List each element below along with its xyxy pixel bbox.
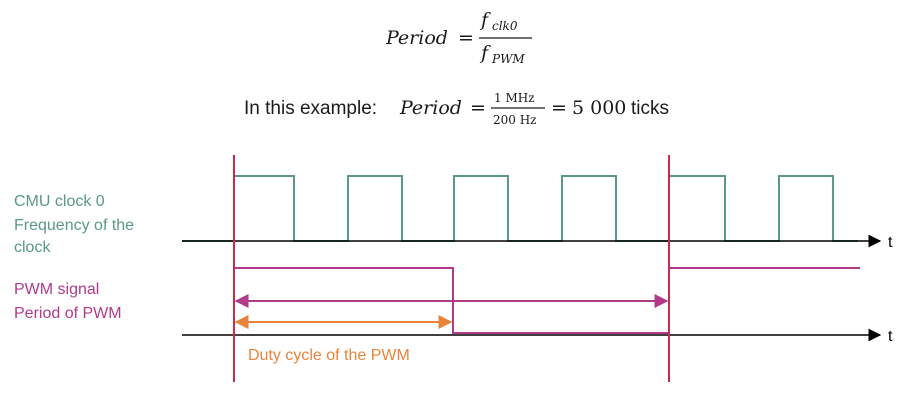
clock-waveform: [182, 175, 858, 242]
formula-example-result-unit: ticks: [631, 98, 669, 119]
label-cmu-clock: CMU clock 0: [14, 193, 105, 210]
formula-example-result: 5 000: [572, 97, 626, 119]
label-pwm-signal: PWM signal: [14, 281, 99, 298]
formula-general-numerator: f: [479, 9, 491, 31]
pwm-waveform: [234, 267, 860, 334]
formula-example-equals2: =: [551, 97, 567, 119]
label-clock: clock: [14, 239, 51, 256]
formula-example-prefix: In this example:: [244, 98, 377, 119]
time-axis-bottom-label: t: [888, 328, 893, 345]
time-axis-top-label: t: [888, 234, 893, 251]
formula-example: In this example: Period = 1 MHz 200 Hz =…: [244, 91, 669, 127]
formula-example-lhs: Period: [399, 97, 462, 119]
duty-cycle-label: Duty cycle of the PWM: [248, 347, 410, 364]
label-period-of-pwm: Period of PWM: [14, 305, 122, 322]
formula-general: Period = f clk0 f PWM: [385, 9, 532, 66]
formula-example-denominator: 200 Hz: [493, 113, 537, 127]
formula-example-numerator: 1 MHz: [494, 91, 535, 105]
formula-example-equals: =: [470, 97, 486, 119]
label-frequency-of-the: Frequency of the: [14, 217, 134, 234]
formula-general-numerator-sub: clk0: [492, 19, 518, 33]
formula-general-lhs: Period: [385, 27, 448, 49]
formula-general-equals: =: [458, 27, 474, 49]
formula-general-denominator: f: [479, 42, 491, 64]
formula-general-denominator-sub: PWM: [491, 52, 525, 66]
